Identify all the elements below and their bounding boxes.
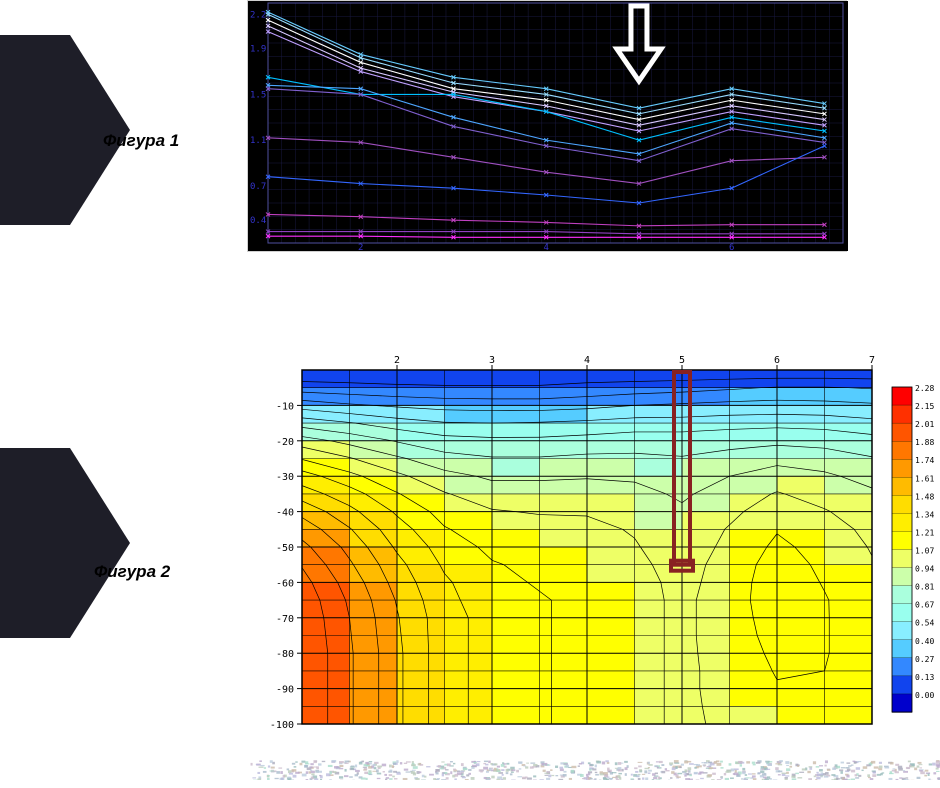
- svg-text:-40: -40: [276, 508, 294, 519]
- svg-text:3: 3: [489, 355, 495, 366]
- svg-text:2.2: 2.2: [250, 10, 266, 20]
- svg-text:0.94: 0.94: [915, 565, 934, 574]
- pointer-shape-2: [0, 448, 70, 638]
- figure1-line-chart: 2 4 6 0.4 0.7 1.1 1.5 1.9 2.2: [248, 1, 848, 251]
- figure2-container: 2 3 4 5 6 7 -10 -20 -30 -40 -50 -60 -70 -80 -90 -100 2.2…: [247, 352, 940, 732]
- svg-text:1.88: 1.88: [915, 438, 934, 447]
- svg-text:1.34: 1.34: [915, 510, 934, 519]
- svg-text:2: 2: [358, 243, 363, 251]
- svg-text:7: 7: [869, 355, 875, 366]
- noise-strip: [247, 760, 940, 780]
- svg-text:6: 6: [774, 355, 780, 366]
- svg-text:-80: -80: [276, 649, 294, 660]
- svg-text:0.00: 0.00: [915, 691, 934, 700]
- figure1-label: Фигура 1: [103, 131, 179, 151]
- svg-text:0.13: 0.13: [915, 673, 934, 682]
- figure1-container: 2 4 6 0.4 0.7 1.1 1.5 1.9 2.2: [247, 0, 847, 252]
- svg-text:0.27: 0.27: [915, 655, 934, 664]
- svg-text:0.7: 0.7: [250, 182, 266, 192]
- svg-text:1.21: 1.21: [915, 528, 934, 537]
- svg-text:5: 5: [679, 355, 685, 366]
- svg-text:2.28: 2.28: [915, 384, 934, 393]
- svg-text:1.1: 1.1: [250, 136, 266, 146]
- svg-text:1.5: 1.5: [250, 90, 266, 100]
- svg-text:-10: -10: [276, 401, 294, 412]
- svg-text:-30: -30: [276, 472, 294, 483]
- figure2-heatmap: 2 3 4 5 6 7 -10 -20 -30 -40 -50 -60 -70 -80 -90 -100 2.2…: [247, 352, 940, 732]
- svg-text:0.81: 0.81: [915, 583, 934, 592]
- svg-text:0.54: 0.54: [915, 619, 934, 628]
- svg-text:2.01: 2.01: [915, 420, 934, 429]
- svg-text:6: 6: [729, 243, 734, 251]
- svg-text:-20: -20: [276, 437, 294, 448]
- svg-text:1.48: 1.48: [915, 492, 934, 501]
- figure2-label: Фигура 2: [94, 562, 170, 582]
- svg-text:-50: -50: [276, 543, 294, 554]
- svg-text:2: 2: [394, 355, 400, 366]
- svg-text:-70: -70: [276, 614, 294, 625]
- svg-text:-60: -60: [276, 578, 294, 589]
- svg-text:4: 4: [584, 355, 590, 366]
- svg-text:-90: -90: [276, 685, 294, 696]
- svg-text:1.61: 1.61: [915, 474, 934, 483]
- svg-text:1.07: 1.07: [915, 547, 934, 556]
- svg-text:0.4: 0.4: [250, 216, 266, 226]
- svg-text:4: 4: [544, 243, 549, 251]
- svg-text:1.9: 1.9: [250, 45, 266, 55]
- svg-text:2.15: 2.15: [915, 402, 934, 411]
- svg-text:0.67: 0.67: [915, 601, 934, 610]
- pointer-shape-1: [0, 35, 70, 225]
- svg-text:0.40: 0.40: [915, 637, 934, 646]
- svg-text:1.74: 1.74: [915, 456, 934, 465]
- svg-text:-100: -100: [270, 720, 294, 731]
